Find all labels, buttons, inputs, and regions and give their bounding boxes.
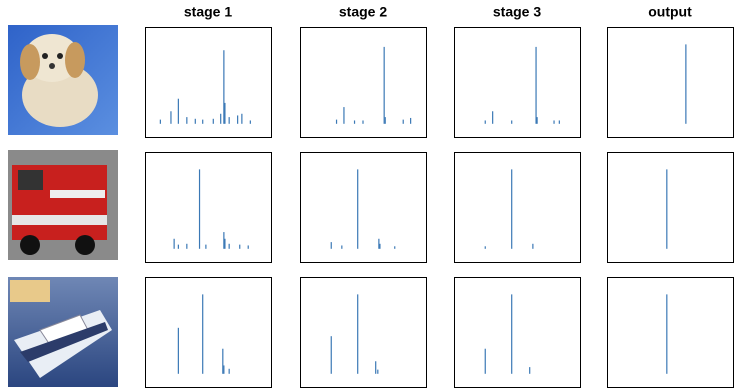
column-title: output (648, 4, 692, 20)
panel (145, 27, 272, 138)
image-ship (8, 277, 118, 387)
panel (454, 152, 581, 263)
image-fire-truck (8, 150, 118, 260)
panel (607, 27, 734, 138)
panel (300, 277, 427, 388)
panel (300, 27, 427, 138)
panel (454, 277, 581, 388)
panel (607, 152, 734, 263)
panel (454, 27, 581, 138)
panel (145, 277, 272, 388)
column-title: stage 1 (184, 4, 232, 20)
panel (607, 277, 734, 388)
image-dog (8, 25, 118, 135)
panel (145, 152, 272, 263)
column-title: stage 3 (493, 4, 541, 20)
panel (300, 152, 427, 263)
column-title: stage 2 (339, 4, 387, 20)
